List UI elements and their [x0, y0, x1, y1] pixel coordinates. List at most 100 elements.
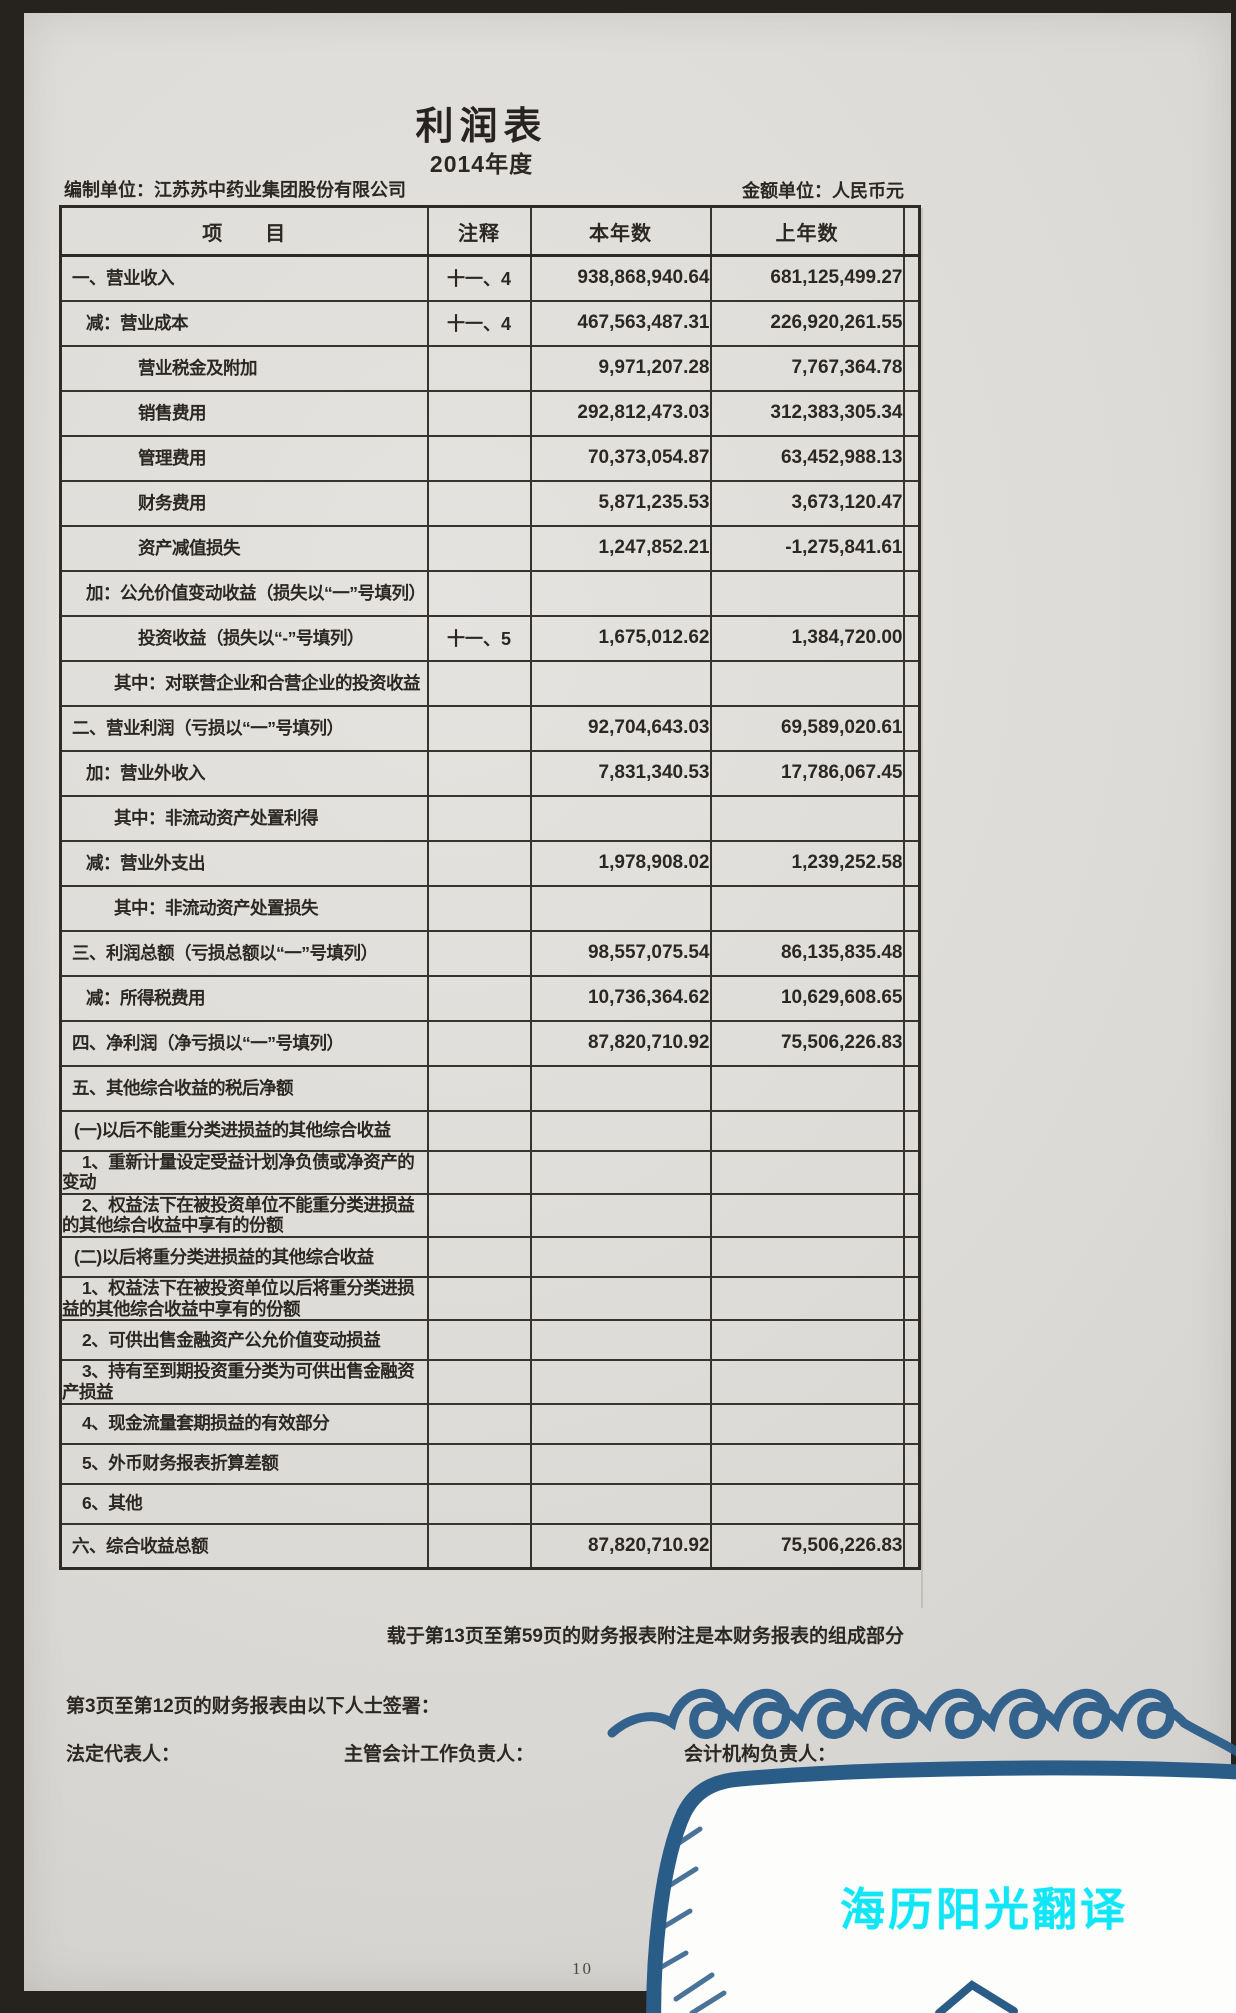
note-cell: [426, 389, 532, 437]
edge-cell: [902, 974, 921, 1022]
note-cell: [426, 929, 532, 977]
table-row: 四、净利润（净亏损以“一”号填列） 87,820,710.92 75,506,226…: [59, 1019, 921, 1067]
current-year-cell: [529, 884, 712, 932]
table-row: 三、利润总额（亏损总额以“一”号填列） 98,557,075.54 86,135,8…: [59, 929, 921, 977]
prior-year-cell: [709, 659, 905, 707]
table-row: 4、现金流量套期损益的有效部分: [59, 1402, 921, 1445]
edge-cell: [902, 1402, 921, 1445]
prepared-by-label: 编制单位：: [64, 180, 154, 200]
item-cell: 管理费用: [59, 434, 429, 482]
edge-cell: [902, 389, 921, 437]
table-row: 加：公允价值变动收益（损失以“一”号填列）: [59, 569, 921, 617]
table-row: (一)以后不能重分类进损益的其他综合收益: [59, 1109, 921, 1152]
current-year-cell: [529, 1236, 712, 1279]
column-header-item: 项 目: [59, 205, 429, 257]
edge-cell: [902, 344, 921, 392]
paper-fold-line: [921, 208, 923, 1608]
current-year-cell: 1,247,852.21: [529, 524, 712, 572]
edge-cell: [902, 614, 921, 662]
prior-year-cell: [709, 1319, 905, 1362]
current-year-cell: [529, 569, 712, 617]
table-row: 其中：非流动资产处置损失: [59, 884, 921, 932]
report-period: 2014年度: [429, 151, 534, 177]
note-cell: 十一、4: [426, 299, 532, 347]
edge-cell: [902, 434, 921, 482]
table-row: 销售费用 292,812,473.03 312,383,305.34: [59, 389, 921, 437]
table-row: 资产减值损失 1,247,852.21 -1,275,841.61: [59, 524, 921, 572]
current-year-cell: 467,563,487.31: [529, 299, 712, 347]
current-year-cell: 5,871,235.53: [529, 479, 712, 527]
item-cell: 2、可供出售金融资产公允价值变动损益: [59, 1319, 429, 1362]
prior-year-cell: 312,383,305.34: [709, 389, 905, 437]
current-year-cell: [529, 1319, 712, 1362]
current-year-cell: 938,868,940.64: [529, 254, 712, 302]
table-row: 5、外币财务报表折算差额: [59, 1442, 921, 1485]
edge-cell: [902, 524, 921, 572]
note-cell: [426, 1149, 532, 1195]
item-cell: 2、权益法下在被投资单位不能重分类进损益的其他综合收益中享有的份额: [59, 1192, 429, 1239]
item-cell: 加：营业外收入: [59, 749, 429, 797]
prior-year-cell: 7,767,364.78: [709, 344, 905, 392]
current-year-cell: 292,812,473.03: [529, 389, 712, 437]
note-cell: [426, 974, 532, 1022]
edge-cell: [902, 1236, 921, 1279]
note-cell: [426, 839, 532, 887]
current-year-cell: [529, 1402, 712, 1445]
item-cell: 二、营业利润（亏损以“一”号填列）: [59, 704, 429, 752]
edge-strip-header: [902, 205, 921, 257]
note-cell: [426, 1402, 532, 1445]
table-row: 投资收益（损失以“-”号填列） 十一、5 1,675,012.62 1,384,720…: [59, 614, 921, 662]
note-cell: [426, 1276, 532, 1322]
item-cell: 其中：非流动资产处置损失: [59, 884, 429, 932]
note-cell: [426, 1109, 532, 1152]
current-year-cell: [529, 1442, 712, 1485]
accounting-department-head-label: 会计机构负责人：: [684, 1744, 837, 1765]
item-cell: 一、营业收入: [59, 254, 429, 302]
current-year-cell: [529, 1276, 712, 1322]
edge-cell: [902, 749, 921, 797]
chief-accounting-officer-label: 主管会计工作负责人：: [344, 1744, 535, 1765]
prior-year-cell: 63,452,988.13: [709, 434, 905, 482]
current-year-cell: [529, 1064, 712, 1112]
prior-year-cell: [709, 1482, 905, 1525]
table-row: 2、权益法下在被投资单位不能重分类进损益的其他综合收益中享有的份额: [59, 1192, 921, 1239]
prior-year-cell: 75,506,226.83: [709, 1019, 905, 1067]
item-cell: 减：所得税费用: [59, 974, 429, 1022]
legal-representative-label: 法定代表人：: [66, 1744, 181, 1765]
amount-unit-value: 人民币元: [832, 181, 904, 201]
table-header-row: 项 目 注释 本年数 上年数: [59, 205, 921, 257]
income-statement-table: 项 目 注释 本年数 上年数 一、营业收入 十一、4 938,868,940.64 6…: [59, 205, 921, 1571]
table-row: 2、可供出售金融资产公允价值变动损益: [59, 1319, 921, 1362]
prior-year-cell: 75,506,226.83: [709, 1522, 905, 1570]
edge-cell: [902, 839, 921, 887]
prior-year-cell: 86,135,835.48: [709, 929, 905, 977]
prior-year-cell: [709, 1064, 905, 1112]
note-cell: [426, 659, 532, 707]
table-row: 6、其他: [59, 1482, 921, 1525]
translation-watermark-text: 海历阳光翻译: [839, 1884, 1128, 1935]
item-cell: 销售费用: [59, 389, 429, 437]
table-row: 减：所得税费用 10,736,364.62 10,629,608.65: [59, 974, 921, 1022]
prepared-by-value: 江苏苏中药业集团股份有限公司: [154, 180, 406, 200]
amount-unit-line: 金额单位：人民币元: [59, 177, 904, 203]
edge-cell: [902, 1064, 921, 1112]
prior-year-cell: 17,786,067.45: [709, 749, 905, 797]
table-row: 其中：对联营企业和合营企业的投资收益: [59, 659, 921, 707]
current-year-cell: [529, 1192, 712, 1239]
column-header-prior-year: 上年数: [709, 205, 905, 257]
item-cell: 3、持有至到期投资重分类为可供出售金融资产损益: [59, 1359, 429, 1405]
table-row: 1、权益法下在被投资单位以后将重分类进损益的其他综合收益中享有的份额: [59, 1276, 921, 1322]
current-year-cell: 10,736,364.62: [529, 974, 712, 1022]
edge-cell: [902, 929, 921, 977]
prior-year-cell: 681,125,499.27: [709, 254, 905, 302]
current-year-cell: 92,704,643.03: [529, 704, 712, 752]
edge-cell: [902, 704, 921, 752]
page-title: 利润表: [415, 106, 548, 148]
column-header-note: 注释: [426, 205, 532, 257]
table-row: 六、综合收益总额 87,820,710.92 75,506,226.83: [59, 1522, 921, 1570]
item-cell: 三、利润总额（亏损总额以“一”号填列）: [59, 929, 429, 977]
prior-year-cell: [709, 1192, 905, 1239]
paper-sheet: 利润表 2014年度 编制单位：江苏苏中药业集团股份有限公司 金额单位：人民币元…: [24, 13, 1236, 2013]
item-cell: 1、权益法下在被投资单位以后将重分类进损益的其他综合收益中享有的份额: [59, 1276, 429, 1322]
prior-year-cell: 10,629,608.65: [709, 974, 905, 1022]
